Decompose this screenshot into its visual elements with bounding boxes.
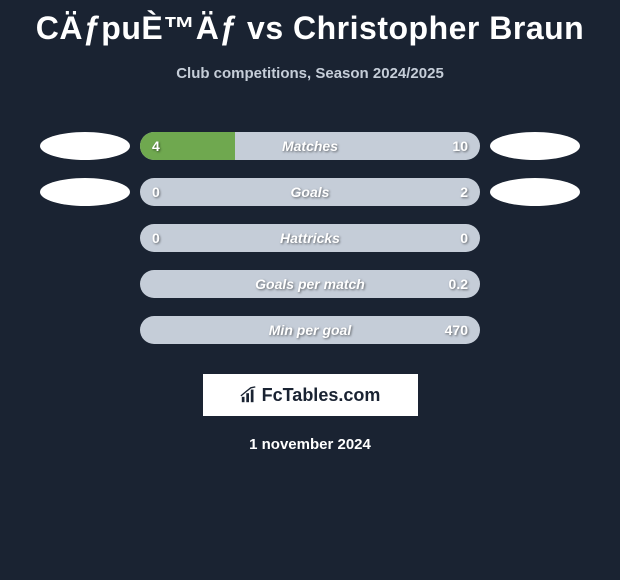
bar-goals: 0 Goals 2 [140, 178, 480, 206]
player-left-ellipse [40, 132, 130, 160]
spacer [40, 316, 130, 344]
spacer [490, 270, 580, 298]
bar-chart-icon [240, 386, 258, 404]
bar-label: Goals per match [255, 276, 365, 292]
comparison-row-mpg: Min per goal 470 [0, 316, 620, 344]
logo-box: FcTables.com [203, 374, 418, 416]
bar-value-left: 4 [152, 138, 160, 154]
bar-gpm: Goals per match 0.2 [140, 270, 480, 298]
spacer [490, 316, 580, 344]
bar-value-left: 0 [152, 230, 160, 246]
bar-value-right: 2 [460, 184, 468, 200]
spacer [40, 270, 130, 298]
logo-label: FcTables.com [262, 385, 381, 406]
spacer [490, 224, 580, 252]
date-text: 1 november 2024 [0, 436, 620, 453]
comparison-row-goals: 0 Goals 2 [0, 178, 620, 206]
bar-value-right: 0.2 [449, 276, 468, 292]
comparison-row-gpm: Goals per match 0.2 [0, 270, 620, 298]
bar-label: Hattricks [280, 230, 340, 246]
page-title: CÄƒpuÈ™Äƒ vs Christopher Braun [0, 0, 620, 47]
stats-section: 4 Matches 10 0 Goals 2 0 Hattricks 0 [0, 132, 620, 344]
subtitle: Club competitions, Season 2024/2025 [0, 65, 620, 82]
bar-mpg: Min per goal 470 [140, 316, 480, 344]
bar-hattricks: 0 Hattricks 0 [140, 224, 480, 252]
bar-value-right: 0 [460, 230, 468, 246]
bar-value-right: 470 [445, 322, 468, 338]
bar-matches: 4 Matches 10 [140, 132, 480, 160]
bar-label: Matches [282, 138, 338, 154]
bar-value-right: 10 [452, 138, 468, 154]
comparison-row-hattricks: 0 Hattricks 0 [0, 224, 620, 252]
bar-value-left: 0 [152, 184, 160, 200]
player-left-ellipse [40, 178, 130, 206]
player-right-ellipse [490, 132, 580, 160]
bar-label: Min per goal [269, 322, 351, 338]
player-right-ellipse [490, 178, 580, 206]
comparison-row-matches: 4 Matches 10 [0, 132, 620, 160]
bar-label: Goals [291, 184, 330, 200]
logo-text: FcTables.com [240, 385, 381, 406]
spacer [40, 224, 130, 252]
